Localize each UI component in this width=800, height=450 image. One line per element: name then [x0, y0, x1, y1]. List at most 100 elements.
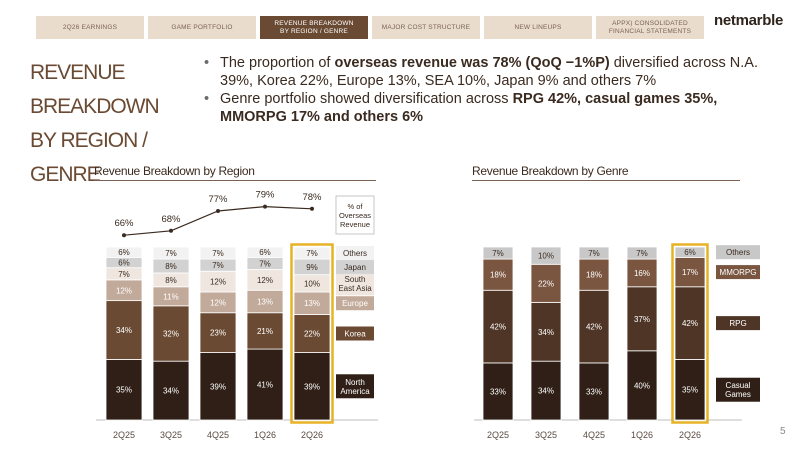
genre-data-label: 34% [538, 328, 554, 337]
region-bar-2Q26-seg5 [293, 246, 331, 260]
region-data-label: 32% [163, 330, 179, 339]
genre-data-label: 42% [682, 319, 698, 328]
region-bar-2Q25-seg1 [105, 300, 143, 360]
overseas-revenue-label: 77% [208, 194, 228, 205]
region-data-label: 9% [306, 263, 318, 272]
genre-bar-3Q25-seg3 [530, 246, 562, 265]
genre-data-label: 18% [490, 271, 506, 280]
overseas-revenue-label: 66% [114, 218, 134, 229]
bullet-text: diversified across N.A. 39%, Korea 22%, … [220, 55, 758, 89]
region-data-label: 12% [116, 286, 132, 295]
bullet-bold-text: overseas revenue was 78% (QoQ −1%P) [334, 55, 610, 71]
region-legend-swatch [336, 259, 374, 274]
genre-bar-4Q25-seg3 [578, 246, 610, 260]
genre-data-label: 35% [682, 386, 698, 395]
region-tick-label: 2Q26 [301, 430, 323, 440]
genre-bar-4Q25-seg0 [578, 362, 610, 421]
genre-tick-label: 2Q26 [679, 430, 701, 440]
overseas-revenue-point [169, 228, 173, 233]
region-bar-1Q26-seg0 [246, 348, 284, 421]
page-title: REVENUE BREAKDOWN BY REGION / GENRE [30, 56, 210, 192]
region-data-label: 41% [257, 381, 273, 390]
tab-new-lineups[interactable]: NEW LINEUPS [484, 16, 592, 39]
region-legend-label: South East Asia [338, 275, 372, 293]
genre-legend-swatch [716, 377, 760, 402]
region-data-label: 12% [210, 298, 226, 307]
genre-legend-label: Others [726, 248, 750, 257]
region-data-label: 6% [259, 248, 271, 257]
region-data-label: 39% [304, 382, 320, 391]
tab-earnings[interactable]: 2Q26 EARNINGS [36, 16, 144, 39]
region-data-label: 7% [212, 261, 224, 270]
bullet-genre: Genre portfolio showed diversification a… [200, 90, 760, 126]
region-data-label: 7% [165, 249, 177, 258]
region-data-label: 39% [210, 382, 226, 391]
overseas-revenue-point [216, 209, 220, 213]
genre-bar-3Q25-seg1 [530, 301, 562, 362]
genre-data-label: 16% [634, 269, 650, 278]
genre-data-label: 22% [538, 279, 554, 288]
genre-chart-title: Revenue Breakdown by Genre [472, 164, 740, 181]
region-legend-swatch [336, 326, 374, 341]
region-legend-swatch [336, 246, 374, 261]
genre-bar-2Q26-seg3 [674, 246, 706, 258]
region-highlight-box [290, 243, 334, 424]
genre-data-label: 7% [492, 249, 504, 258]
region-legend-label: Japan [344, 263, 366, 272]
genre-data-label: 7% [636, 249, 648, 258]
genre-bar-2Q26-seg2 [674, 256, 706, 288]
genre-bar-3Q25-seg2 [530, 263, 562, 303]
genre-data-label: 40% [634, 381, 650, 390]
overseas-revenue-label: 79% [255, 190, 275, 201]
region-data-label: 7% [259, 259, 271, 268]
region-legend-label: Europe [342, 299, 368, 308]
region-legend-label: Korea [344, 330, 366, 339]
region-legend-label: Others [343, 249, 367, 258]
genre-legend-swatch [716, 245, 760, 260]
page-title-line2: BREAKDOWN [30, 95, 160, 118]
genre-data-label: 18% [586, 271, 602, 280]
overseas-legend-label: % of Overseas Revenue [339, 202, 371, 229]
genre-bar-1Q26-seg1 [626, 286, 658, 352]
genre-bar-1Q26-seg3 [626, 246, 658, 260]
region-bar-3Q25-seg0 [152, 360, 190, 421]
region-data-label: 13% [257, 297, 273, 306]
genre-highlight-box [671, 243, 709, 424]
overseas-revenue-label: 78% [302, 192, 322, 203]
genre-legend-label: RPG [729, 319, 746, 328]
overseas-revenue-point [310, 206, 314, 211]
bullet-bold-text: RPG 42%, casual games 35%, MMORPG 17% an… [220, 91, 718, 125]
page-number: 5 [780, 426, 786, 437]
region-bar-4Q25-seg0 [199, 352, 237, 421]
region-legend-swatch [336, 374, 374, 399]
region-chart-title: Revenue Breakdown by Region [94, 164, 376, 181]
region-legend-swatch [336, 296, 374, 311]
region-legend-label: North America [340, 378, 370, 396]
region-bar-3Q25-seg5 [152, 246, 190, 260]
region-data-label: 23% [210, 329, 226, 338]
region-data-label: 22% [304, 330, 320, 339]
genre-legend-swatch [716, 265, 760, 280]
genre-bar-2Q25-seg1 [482, 289, 514, 364]
region-legend-swatch [336, 271, 374, 296]
genre-legend-label: Casual Games [725, 381, 751, 399]
genre-data-label: 7% [588, 249, 600, 258]
genre-data-label: 33% [490, 387, 506, 396]
genre-bar-2Q26-seg1 [674, 286, 706, 360]
tab-revenue-breakdown[interactable]: REVENUE BREAKDOWN BY REGION / GENRE [260, 16, 368, 39]
region-data-label: 35% [116, 386, 132, 395]
tab-appendix-financials[interactable]: APPX) CONSOLIDATED FINANCIAL STATEMENTS [596, 16, 704, 39]
region-bar-2Q26-seg1 [293, 314, 331, 353]
region-data-label: 10% [304, 279, 320, 288]
summary-bullets: The proportion of overseas revenue was 7… [200, 54, 760, 126]
region-data-label: 12% [257, 276, 273, 285]
tab-game-portfolio[interactable]: GAME PORTFOLIO [148, 16, 256, 39]
tab-major-cost-structure[interactable]: MAJOR COST STRUCTURE [372, 16, 480, 39]
page-title-line3: BY REGION / GENRE [30, 129, 148, 186]
bullet-overseas: The proportion of overseas revenue was 7… [200, 54, 760, 90]
region-bar-4Q25-seg5 [199, 246, 237, 260]
overseas-revenue-point [263, 204, 267, 209]
region-data-label: 7% [212, 249, 224, 258]
region-bar-1Q26-seg5 [246, 246, 284, 258]
region-data-label: 34% [116, 326, 132, 335]
